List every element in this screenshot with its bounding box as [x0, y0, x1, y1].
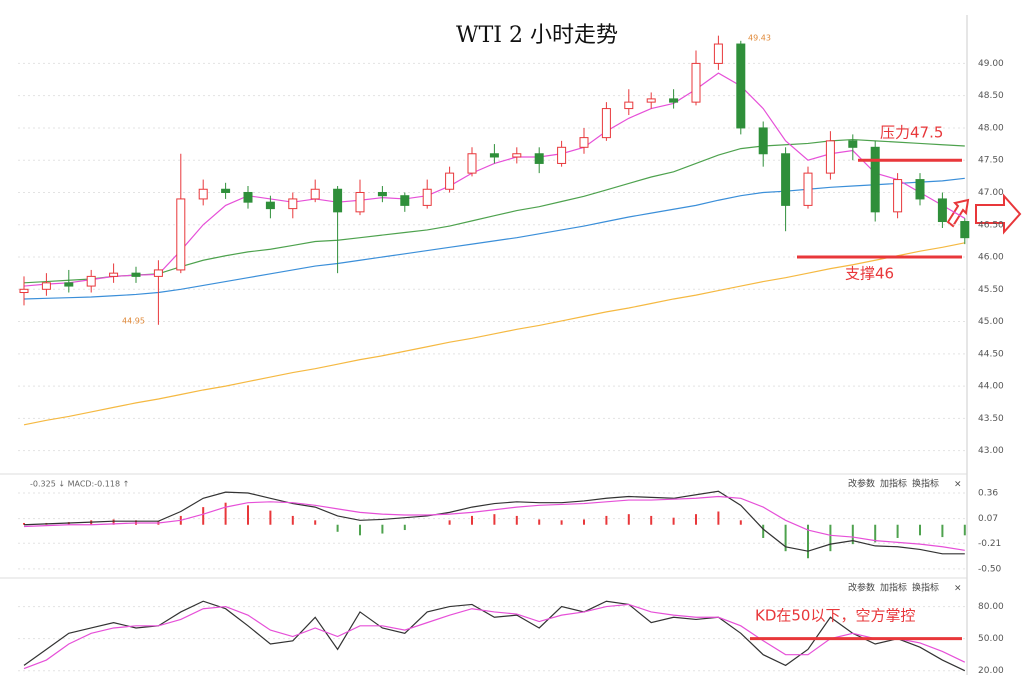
candle-body	[176, 198, 186, 271]
y-tick-label: 49.00	[978, 59, 1004, 69]
y-tick-label: 44.50	[978, 349, 1004, 359]
level-label: KD在50以下，空方掌控	[755, 607, 915, 625]
candle-body	[333, 188, 343, 213]
y-tick-label: 20.00	[978, 666, 1004, 675]
candle-body	[893, 179, 903, 213]
candle-body	[848, 140, 858, 148]
candle-body	[445, 172, 455, 190]
chart-title: WTI 2 小时走势	[456, 23, 618, 48]
candle-body	[467, 153, 477, 174]
y-tick-label: 48.00	[978, 123, 1004, 133]
candle-body	[803, 172, 813, 206]
candle-body	[579, 137, 589, 148]
candle-body	[557, 146, 567, 164]
y-tick-label: -0.21	[978, 539, 1001, 549]
candle-body	[109, 272, 119, 277]
candle-body	[221, 188, 231, 193]
indicator-header: -0.325 ↓ MACD:-0.118 ↑	[30, 480, 129, 489]
candle-body	[781, 153, 791, 206]
y-tick-label: 47.00	[978, 188, 1004, 198]
indicator-line	[23, 603, 966, 670]
panel-button[interactable]: 改参数	[848, 478, 875, 490]
candle-body	[937, 198, 947, 223]
y-tick-label: 45.50	[978, 285, 1004, 295]
panel-button[interactable]: 换指标	[912, 582, 939, 594]
indicator-line	[23, 177, 965, 300]
candle-body	[758, 127, 768, 155]
candle-body	[19, 288, 29, 294]
panel-button[interactable]: 改参数	[848, 582, 875, 594]
candle-body	[400, 195, 410, 206]
y-tick-label: 48.50	[978, 91, 1004, 101]
y-tick-label: 43.00	[978, 446, 1004, 456]
candle-body	[624, 101, 634, 110]
direction-arrow	[946, 193, 1022, 235]
indicator-line	[23, 490, 965, 555]
y-tick-label: 45.00	[978, 317, 1004, 327]
candle-body	[86, 275, 96, 287]
candle-body	[377, 191, 387, 197]
candle-body	[870, 146, 880, 213]
candle-body	[646, 98, 656, 103]
level-label: 支撑46	[845, 265, 894, 283]
y-tick-label: 46.50	[978, 220, 1004, 230]
candle-body	[153, 269, 163, 277]
candle-body	[534, 153, 544, 164]
candle-body	[915, 179, 925, 200]
panel-button[interactable]: 加指标	[880, 478, 907, 490]
panel-button[interactable]: ×	[954, 584, 962, 594]
candle-body	[489, 153, 499, 158]
candle-body	[960, 221, 970, 239]
indicator-line	[23, 600, 966, 672]
candle-body	[265, 201, 275, 210]
candle-body	[601, 108, 611, 139]
candle-body	[825, 140, 835, 174]
candle-body	[198, 188, 208, 200]
candle-body	[131, 272, 141, 277]
indicator-line	[23, 495, 965, 551]
candle-body	[41, 282, 51, 290]
candle-body	[713, 43, 723, 64]
candle-body	[243, 191, 253, 203]
y-tick-label: 0.07	[978, 514, 998, 524]
y-tick-label: 43.50	[978, 414, 1004, 424]
y-tick-label: 44.00	[978, 382, 1004, 392]
candle-body	[691, 62, 701, 103]
candle-body	[422, 188, 432, 206]
price-annotation: 49.43	[748, 34, 771, 43]
y-tick-label: 46.00	[978, 253, 1004, 263]
y-tick-label: 47.50	[978, 156, 1004, 166]
candle-body	[669, 98, 679, 103]
panel-button[interactable]: ×	[954, 480, 962, 490]
y-tick-label: -0.50	[978, 564, 1002, 574]
y-tick-label: 80.00	[978, 602, 1004, 612]
candle-body	[310, 188, 320, 200]
candle-body	[64, 282, 74, 287]
candle-body	[512, 153, 522, 158]
y-tick-label: 0.36	[978, 488, 998, 498]
panel-button[interactable]: 换指标	[912, 478, 939, 490]
panel-button[interactable]: 加指标	[880, 582, 907, 594]
level-label: 压力47.5	[880, 124, 943, 142]
indicator-line	[23, 72, 966, 287]
candle-body	[736, 43, 746, 129]
y-tick-label: 50.00	[978, 634, 1004, 644]
price-annotation: 44.95	[122, 317, 145, 326]
indicator-line	[23, 242, 965, 426]
candle-body	[288, 198, 298, 210]
candle-body	[355, 191, 365, 213]
